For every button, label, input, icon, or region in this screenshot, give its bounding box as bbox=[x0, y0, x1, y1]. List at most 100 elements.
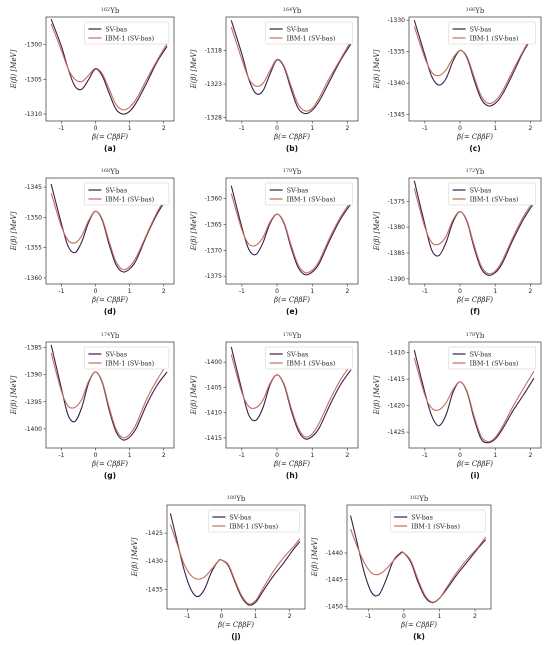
y-tick-label: -1450 bbox=[326, 603, 344, 610]
y-tick-label: -1355 bbox=[25, 245, 43, 252]
legend-entry: IBM-1 (SV-bas) bbox=[105, 359, 154, 367]
y-tick-label: -1365 bbox=[205, 222, 223, 229]
title-element: Yb bbox=[474, 7, 485, 15]
panel-title: 174Yb bbox=[101, 332, 120, 340]
series-line-ibm1-sv-bas bbox=[230, 26, 352, 112]
y-axis-label: E(β) [MeV] bbox=[190, 49, 198, 89]
series-line-ibm1-sv-bas bbox=[350, 528, 487, 603]
plot-frame bbox=[45, 177, 175, 285]
legend-entry: IBM-1 (SV-bas) bbox=[470, 359, 519, 367]
series-line-sv-bas bbox=[350, 515, 487, 604]
title-mass-number: 170 bbox=[283, 168, 293, 174]
x-tick-label: -1 bbox=[58, 288, 64, 295]
y-tick-label: -1330 bbox=[388, 17, 406, 24]
title-mass-number: 168 bbox=[101, 168, 111, 174]
x-tick-label: 1 bbox=[493, 452, 497, 459]
title-mass-number: 178 bbox=[466, 332, 476, 338]
y-axis-label: E(β) [MeV] bbox=[10, 375, 18, 415]
legend-entry: SV-bas bbox=[229, 513, 251, 521]
plot-frame bbox=[225, 16, 359, 122]
y-tick-label: -1345 bbox=[25, 184, 43, 191]
x-tick-label: -1 bbox=[239, 452, 245, 459]
title-mass-number: 172 bbox=[466, 168, 476, 174]
legend-entry: IBM-1 (SV-bas) bbox=[105, 34, 154, 42]
x-tick-label: 2 bbox=[346, 452, 350, 459]
panel-title: 164Yb bbox=[283, 7, 302, 15]
x-tick-label: 2 bbox=[162, 288, 166, 295]
y-tick-label: -1323 bbox=[205, 81, 223, 88]
legend-box bbox=[84, 346, 170, 370]
y-tick-label: -1405 bbox=[205, 384, 223, 391]
y-tick-label: -1445 bbox=[326, 577, 344, 584]
series-line-ibm1-sv-bas bbox=[413, 357, 535, 443]
x-tick-label: -1 bbox=[422, 452, 428, 459]
x-axis-label: β(= CββF) bbox=[456, 133, 493, 141]
series-line-sv-bas bbox=[50, 183, 168, 273]
y-tick-label: -1385 bbox=[388, 250, 406, 257]
x-tick-label: -1 bbox=[365, 613, 371, 620]
plot-frame bbox=[225, 177, 359, 285]
x-tick-label: 2 bbox=[346, 125, 350, 132]
y-tick-label: -1400 bbox=[205, 359, 223, 366]
panel-label: (g) bbox=[104, 471, 116, 480]
x-axis-label: β(= CββF) bbox=[273, 460, 310, 468]
x-axis-label: β(= CββF) bbox=[456, 460, 493, 468]
plot-frame bbox=[45, 16, 175, 122]
panel-title: 170Yb bbox=[283, 168, 302, 176]
y-axis-label: E(β) [MeV] bbox=[10, 49, 18, 89]
legend-entry: SV-bas bbox=[411, 513, 433, 521]
panel-label: (e) bbox=[286, 307, 298, 316]
legend-box bbox=[208, 509, 300, 533]
panel-title: 162Yb bbox=[101, 7, 120, 15]
plot-frame bbox=[408, 177, 542, 285]
plot-frame bbox=[408, 341, 542, 449]
x-tick-label: 1 bbox=[493, 125, 497, 132]
plot-frame bbox=[408, 16, 542, 122]
y-tick-label: -1328 bbox=[205, 115, 223, 122]
y-tick-label: -1360 bbox=[205, 196, 223, 203]
title-mass-number: 166 bbox=[466, 7, 476, 13]
plot-frame bbox=[346, 504, 492, 610]
y-tick-label: -1410 bbox=[388, 350, 406, 357]
legend-entry: IBM-1 (SV-bas) bbox=[287, 195, 336, 203]
x-tick-label: 2 bbox=[162, 125, 166, 132]
title-mass-number: 176 bbox=[283, 332, 293, 338]
y-axis-label: E(β) [MeV] bbox=[373, 211, 381, 251]
series-line-ibm1-sv-bas bbox=[230, 354, 352, 438]
x-tick-label: 2 bbox=[162, 452, 166, 459]
x-tick-label: 1 bbox=[438, 613, 442, 620]
x-tick-label: -1 bbox=[239, 125, 245, 132]
y-tick-label: -1435 bbox=[146, 586, 164, 593]
title-mass-number: 164 bbox=[283, 7, 293, 13]
series-line-ibm1-sv-bas bbox=[50, 352, 168, 439]
x-tick-label: 2 bbox=[473, 613, 477, 620]
y-tick-label: -1300 bbox=[25, 42, 43, 49]
x-tick-label: 0 bbox=[458, 125, 462, 132]
panel-label: (a) bbox=[104, 144, 116, 153]
title-mass-number: 162 bbox=[101, 7, 111, 13]
x-axis-label: β(= CββF) bbox=[456, 296, 493, 304]
y-tick-label: -1360 bbox=[25, 275, 43, 282]
panel-k: 182Yb -1 0 1 2 -1440 -1445 -1450 β(= CββF) E(β) [… bbox=[311, 495, 492, 641]
x-tick-label: -1 bbox=[422, 288, 428, 295]
legend-entry: SV-bas bbox=[287, 350, 309, 358]
y-tick-label: -1345 bbox=[388, 112, 406, 119]
y-tick-label: -1305 bbox=[25, 76, 43, 83]
legend-entry: SV-bas bbox=[470, 186, 492, 194]
legend-entry: SV-bas bbox=[105, 186, 127, 194]
plot-frame bbox=[166, 504, 306, 610]
title-element: Yb bbox=[235, 495, 246, 503]
panel-label: (h) bbox=[286, 471, 298, 480]
y-tick-label: -1430 bbox=[146, 558, 164, 565]
x-tick-label: 0 bbox=[458, 452, 462, 459]
legend-box bbox=[448, 21, 536, 45]
series-line-sv-bas bbox=[50, 18, 168, 115]
